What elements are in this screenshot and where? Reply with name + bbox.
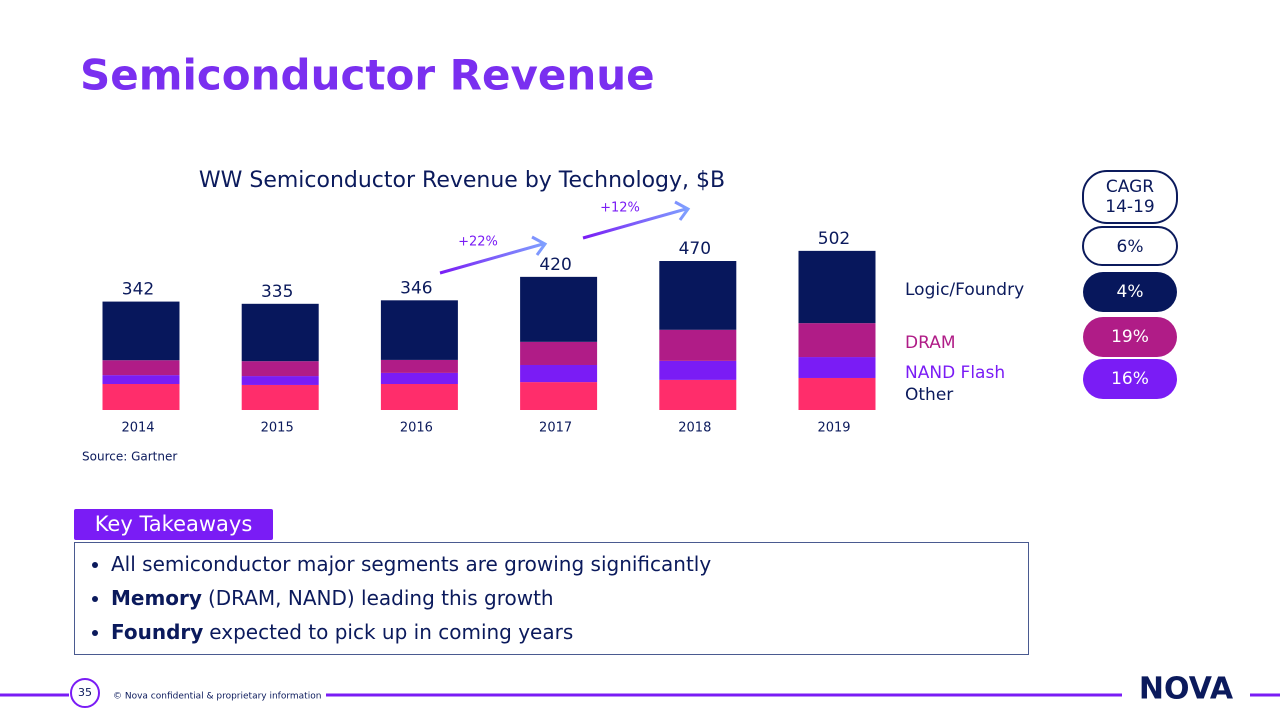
bar-segment <box>102 384 180 410</box>
total-label: 342 <box>122 280 154 300</box>
footer-note: © Nova confidential & proprietary inform… <box>113 692 321 702</box>
legend-label: Other <box>905 385 953 405</box>
cagr-label: 19% <box>1111 327 1149 347</box>
source: Source: Gartner <box>82 450 177 464</box>
cagr-pill <box>1083 272 1177 312</box>
cagr-label: 16% <box>1111 369 1149 389</box>
cagr-header-pill <box>1082 170 1178 224</box>
growth-label: +12% <box>600 201 640 216</box>
bar-segment <box>798 357 876 378</box>
page-circle <box>70 678 100 708</box>
chart-title: WW Semiconductor Revenue by Technology, … <box>199 168 725 193</box>
cagr-pill <box>1082 226 1178 266</box>
bar-segment <box>520 276 598 342</box>
total-label: 470 <box>679 239 711 259</box>
total-label: 502 <box>818 229 850 249</box>
bar-segment <box>380 384 458 410</box>
bar-segment <box>798 377 876 410</box>
takeaways-box: All semiconductor major segments are gro… <box>74 542 1029 655</box>
cagr-label: 4% <box>1117 282 1144 302</box>
bar-segment <box>798 250 876 324</box>
cagr-pill <box>1083 317 1177 357</box>
legend-label: NAND Flash <box>905 363 1005 383</box>
bar-segment <box>659 360 737 380</box>
takeaway-text: All semiconductor major segments are gro… <box>111 552 712 576</box>
x-tick-label: 2014 <box>121 421 154 436</box>
legend-label: DRAM <box>905 333 956 353</box>
bar-segment <box>241 376 319 385</box>
bar-segment <box>380 372 458 385</box>
bar-segment <box>102 375 180 385</box>
bar-segment <box>380 300 458 360</box>
takeaway-emphasis: Foundry <box>111 620 204 644</box>
bar-segment <box>520 382 598 410</box>
cagr-header: 14-19 <box>1105 197 1154 217</box>
bar-segment <box>102 301 180 361</box>
bar-segment <box>241 303 319 362</box>
growth-label: +22% <box>458 235 498 250</box>
x-tick-label: 2015 <box>261 421 294 436</box>
bar-segment <box>798 323 876 358</box>
x-tick-label: 2017 <box>539 421 572 436</box>
takeaway-item: Memory(DRAM, NAND) leading this growth <box>111 581 1028 615</box>
bar-segment <box>241 384 319 410</box>
x-tick-label: 2018 <box>678 421 711 436</box>
takeaways-list: All semiconductor major segments are gro… <box>75 547 1028 649</box>
legend-label: Logic/Foundry <box>905 280 1024 300</box>
x-tick-label: 2019 <box>817 421 850 436</box>
total-label: 335 <box>261 282 293 302</box>
slide-title: Semiconductor Revenue <box>80 51 655 100</box>
takeaway-emphasis: Memory <box>111 586 202 610</box>
takeaway-item: All semiconductor major segments are gro… <box>111 547 1028 581</box>
takeaway-text: expected to pick up in coming years <box>209 620 574 644</box>
cagr-header: CAGR <box>1106 177 1154 197</box>
bar-segment <box>241 361 319 377</box>
takeaways-heading: Key Takeaways <box>74 509 273 540</box>
bar-segment <box>520 341 598 365</box>
bar-segment <box>659 379 737 410</box>
bar-segment <box>520 364 598 383</box>
logo: NOVA <box>1139 672 1234 707</box>
bar-segment <box>659 329 737 361</box>
total-label: 420 <box>539 255 571 275</box>
bar-segment <box>380 359 458 373</box>
bar-segment <box>102 360 180 376</box>
growth-arrow <box>439 200 691 275</box>
x-tick-label: 2016 <box>400 421 433 436</box>
bar-segment <box>659 261 737 330</box>
total-label: 346 <box>400 278 432 298</box>
page-number: 35 <box>78 686 92 699</box>
cagr-pill <box>1083 359 1177 399</box>
takeaway-text: (DRAM, NAND) leading this growth <box>207 586 554 610</box>
cagr-total: 6% <box>1117 237 1144 257</box>
